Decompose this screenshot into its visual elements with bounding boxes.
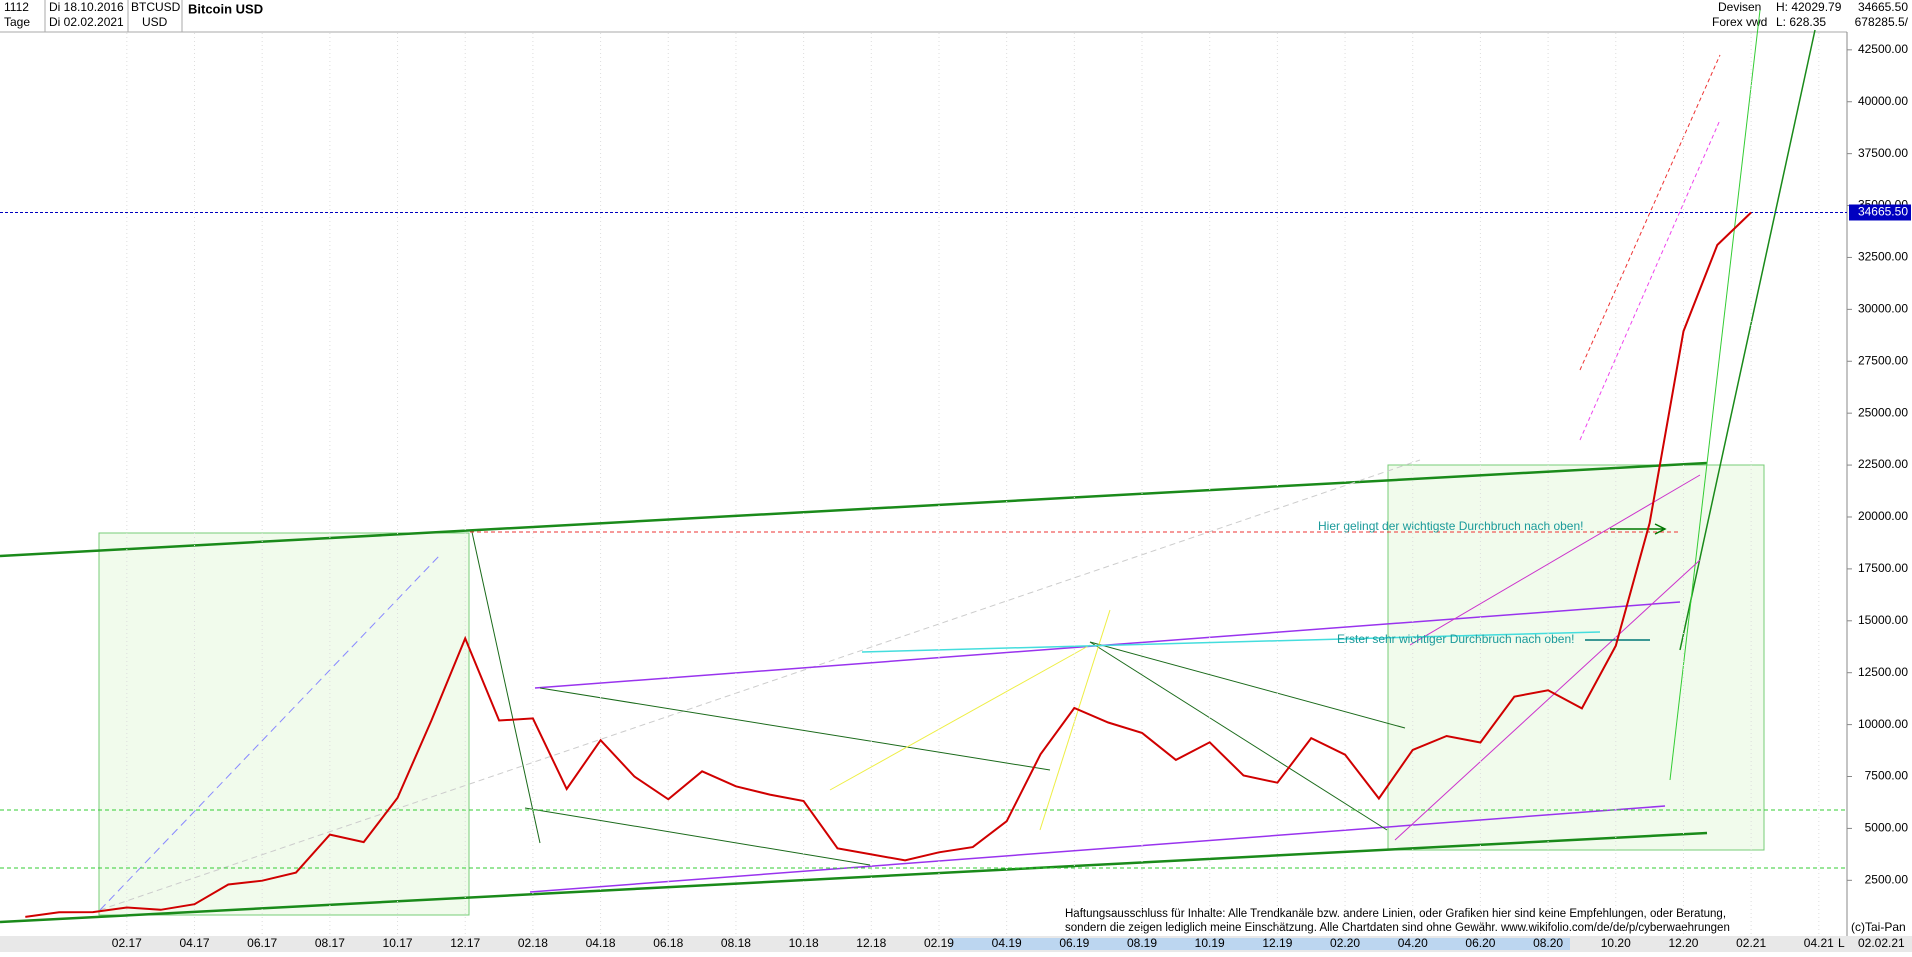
scale-mode[interactable]: L [1838,936,1845,950]
highlight-box [98,532,470,916]
scroll-range[interactable] [950,938,1570,950]
trend-line [0,461,1708,558]
arrow [1610,523,1667,535]
last-price-box [1849,204,1911,221]
trend-line [1579,119,1721,441]
x-tick-label: 02.19 [924,936,954,950]
from-date[interactable]: Di 18.10.2016 [49,0,124,14]
x-tick-label: 06.19 [1059,936,1089,950]
header: 1112 Tage Di 18.10.2016 Di 02.02.2021 BT… [0,0,1909,33]
x-tick-label: 06.17 [247,936,277,950]
highlight-box [1387,464,1765,851]
y-tick-label: 10000.00 [1858,717,1908,731]
x-tick-label: 02.18 [518,936,548,950]
annotation: Erster sehr wichtiger Durchbruch nach ob… [1337,632,1574,646]
x-tick-label: 04.17 [179,936,209,950]
trend-line [1089,641,1406,729]
volume: 678285.5/ [1855,15,1909,29]
x-tick-label: 04.18 [586,936,616,950]
y-tick-label: 22500.00 [1858,457,1908,471]
trend-line [99,459,1421,911]
x-tick-label: 04.19 [992,936,1022,950]
trend-line [829,644,1091,791]
x-tick-label: 02.17 [112,936,142,950]
x-tick-label: 10.18 [789,936,819,950]
x-tick-label: 08.18 [721,936,751,950]
chart-title: Bitcoin USD [188,1,263,16]
trend-line [1089,641,1388,831]
x-tick-label: 08.19 [1127,936,1157,950]
x-tick-label: 02.21 [1736,936,1766,950]
copyright: (c)Tai-Pan [1851,920,1906,934]
y-tick-label: 25000.00 [1858,405,1908,419]
x-tick-label: 10.19 [1195,936,1225,950]
trend-line [99,554,441,911]
y-tick-label: 40000.00 [1858,94,1908,108]
disclaimer: sondern die zeigen lediglich meine Einsc… [1065,922,1730,934]
y-tick-label: 27500.00 [1858,353,1908,367]
x-tick-label: 06.20 [1465,936,1495,950]
x-tick-label: 08.17 [315,936,345,950]
y-tick-label: 32500.00 [1858,250,1908,264]
y-tick-label: 42500.00 [1858,42,1908,56]
trend-line [1579,54,1721,371]
x-tick-label: 02.20 [1330,936,1360,950]
symbol: BTCUSD [131,0,181,14]
x-tick-label: 08.20 [1533,936,1563,950]
annotation: Hier gelingt der wichtigste Durchbruch n… [1318,519,1583,533]
x-tick-label: 10.20 [1601,936,1631,950]
trend-line [1409,474,1701,646]
trend-line [524,807,871,866]
last-price-header: 34665.50 [1858,0,1908,14]
trend-line [1679,29,1816,651]
price-line [25,211,1752,918]
x-tick-label: 04.21 [1804,936,1834,950]
x-tick-label: 10.17 [383,936,413,950]
disclaimer: Haftungsausschluss für Inhalte: Alle Tre… [1065,908,1726,920]
y-tick-label: 17500.00 [1858,561,1908,575]
x-tick-label: 12.18 [856,936,886,950]
y-tick-label: 5000.00 [1865,821,1909,835]
currency: USD [142,15,168,29]
y-tick-label: 15000.00 [1858,613,1908,627]
last-price-label: 34665.50 [1858,205,1908,219]
unit[interactable]: Tage [4,15,30,29]
high: H: 42029.79 [1776,0,1842,14]
x-tick-label: 06.18 [653,936,683,950]
trend-line [1669,9,1761,781]
x-tick-label: 12.17 [450,936,480,950]
end-date: 02.02.21 [1858,936,1905,950]
source: Forex vwd [1712,15,1767,29]
y-tick-label: 30000.00 [1858,302,1908,316]
low: L: 628.35 [1776,15,1826,29]
to-date[interactable]: Di 02.02.2021 [49,15,124,29]
y-tick-label: 2500.00 [1865,872,1909,886]
period[interactable]: 1112 [4,0,29,14]
y-tick-label: 12500.00 [1858,665,1908,679]
market: Devisen [1718,0,1761,14]
trend-line [1394,559,1701,841]
x-tick-label: 04.20 [1398,936,1428,950]
drawings [0,9,1847,924]
trend-line [1039,609,1111,831]
y-tick-label: 7500.00 [1865,769,1909,783]
x-tick-label: 12.20 [1668,936,1698,950]
y-tick-label: 20000.00 [1858,509,1908,523]
trend-line [0,831,1708,924]
trend-line [861,631,1601,653]
trend-line [539,687,1051,771]
trend-line [529,805,1666,893]
y-tick-label: 37500.00 [1858,146,1908,160]
x-tick-label: 12.19 [1262,936,1292,950]
trend-line [471,531,541,844]
